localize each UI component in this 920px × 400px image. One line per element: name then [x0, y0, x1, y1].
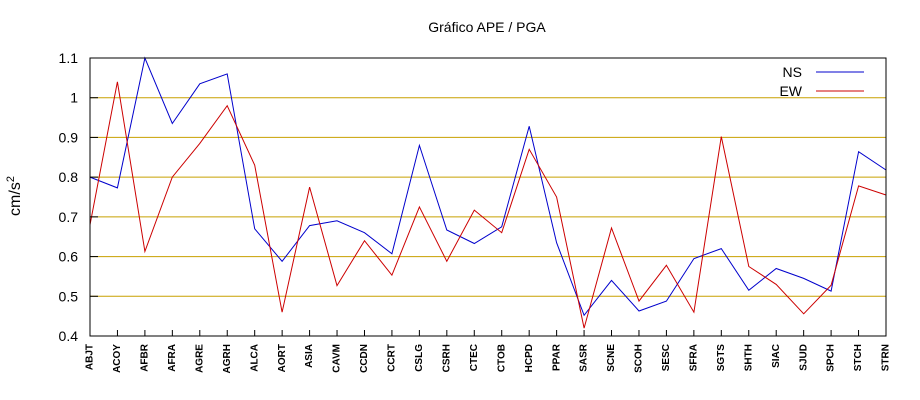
y-axis-label-unit: cm/s: [7, 182, 24, 216]
x-tick-label: SFRA: [689, 344, 700, 371]
y-tick-label: 0.5: [59, 288, 79, 304]
y-tick-label: 0.7: [59, 209, 79, 225]
x-tick-label: SCOH: [634, 344, 645, 373]
x-tick-label: SGTS: [716, 344, 727, 372]
x-tick-label: SCNE: [606, 344, 617, 372]
x-tick-label: AGRE: [194, 344, 205, 373]
x-tick-label: AGRH: [222, 344, 233, 373]
x-tick-label: STCH: [853, 344, 864, 371]
grid-lines: [90, 97, 886, 297]
x-tick-label: AORT: [277, 344, 288, 372]
y-tick-label: 0.8: [59, 169, 79, 185]
x-tick-label: AFRA: [167, 344, 178, 372]
x-tick-label: SPCH: [826, 344, 837, 372]
x-tick-label: SJUD: [798, 344, 809, 371]
x-tick-label: SHTH: [743, 344, 754, 371]
x-tick-label: ABJT: [85, 344, 96, 370]
y-tick-label: 0.6: [59, 249, 79, 265]
y-tick-label: 0.9: [59, 129, 79, 145]
x-tick-label: CTEC: [469, 344, 480, 371]
x-tick-label: CAVM: [332, 344, 343, 373]
x-ticks: ABJT ACOY AFBR AFRA AGRE AGRH ALCA AORT ASIA CAVM…: [85, 330, 892, 373]
y-axis-label: cm/s2: [5, 176, 24, 216]
x-tick-label: ASIA: [304, 344, 315, 368]
x-tick-label: SASR: [579, 343, 590, 372]
series-line-ns: [89, 56, 887, 317]
x-tick-label: SESC: [661, 344, 672, 371]
legend-label-ns: NS: [783, 64, 802, 80]
legend-label-ew: EW: [779, 83, 802, 99]
x-tick-label: CCDN: [359, 344, 370, 373]
x-tick-label: HCPD: [524, 344, 535, 372]
legend: NS EW: [779, 64, 864, 99]
x-tick-label: CSRH: [441, 344, 452, 372]
y-tick-label: 1.1: [59, 50, 79, 66]
x-tick-label: AFBR: [140, 343, 151, 372]
y-ticks: 0.4 0.5 0.6 0.7 0.8 0.9 1 1.1: [59, 50, 98, 344]
y-tick-label: 0.4: [59, 328, 79, 344]
x-tick-label: PPAR: [551, 343, 562, 371]
x-tick-label: CSLG: [414, 344, 425, 372]
x-tick-label: CCRT: [387, 344, 398, 372]
x-tick-label: SIAC: [771, 344, 782, 368]
y-tick-label: 1: [70, 90, 78, 106]
y-axis-label-exponent: 2: [5, 176, 17, 182]
x-tick-label: CTOB: [496, 344, 507, 372]
chart-title: Gráfico APE / PGA: [428, 19, 546, 35]
x-tick-label: ACOY: [112, 344, 123, 373]
x-tick-label: ALCA: [249, 344, 260, 372]
series-lines: [89, 56, 887, 329]
series-line-ew: [89, 81, 887, 329]
plot-frame: [89, 57, 887, 337]
x-tick-label: STRN: [881, 344, 892, 371]
